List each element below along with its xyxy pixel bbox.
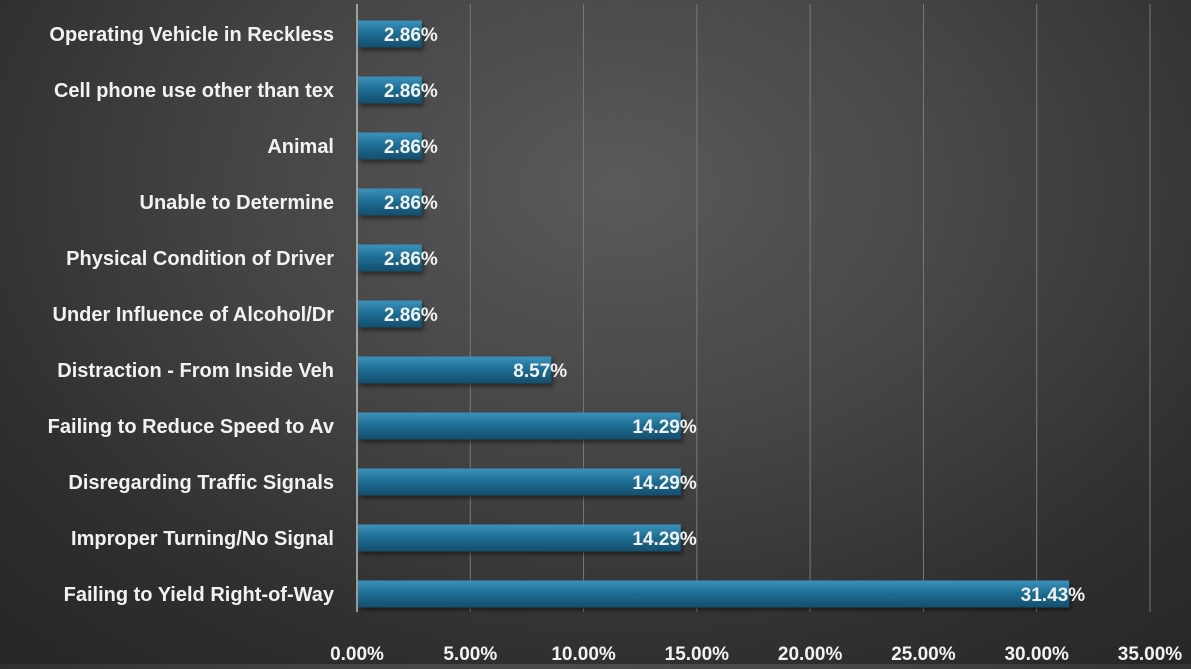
category-label: Failing to Yield Right-of-Way: [64, 584, 335, 606]
x-tick-label: 10.00%: [551, 644, 616, 664]
bar: [358, 468, 681, 496]
data-label: 2.86%: [384, 25, 438, 46]
bar: [358, 580, 1070, 608]
data-label: 2.86%: [384, 249, 438, 270]
bar: [358, 20, 422, 48]
bar: [358, 188, 422, 216]
bar: [358, 300, 422, 328]
bar: [358, 412, 681, 440]
x-tick-label: 20.00%: [778, 644, 843, 664]
bars: [358, 20, 1070, 608]
category-label: Animal: [267, 136, 334, 158]
x-tick-label: 15.00%: [665, 644, 730, 664]
data-label: 8.57%: [513, 361, 567, 382]
data-label: 2.86%: [384, 137, 438, 158]
data-label: 14.29%: [632, 417, 697, 438]
category-label: Under Influence of Alcohol/Dr: [53, 304, 335, 326]
category-label: Disregarding Traffic Signals: [68, 472, 334, 494]
category-label: Physical Condition of Driver: [66, 248, 334, 270]
bar: [358, 132, 422, 160]
bar: [358, 524, 681, 552]
category-label: Unable to Determine: [140, 192, 334, 214]
gridlines: [469, 4, 1151, 612]
data-label: 14.29%: [632, 529, 697, 550]
data-label: 14.29%: [632, 473, 697, 494]
x-tick-label: 35.00%: [1118, 644, 1183, 664]
x-tick-label: 0.00%: [330, 644, 384, 664]
category-label: Failing to Reduce Speed to Av: [48, 416, 335, 438]
bar: [358, 76, 422, 104]
x-tick-label: 30.00%: [1004, 644, 1069, 664]
data-labels: 2.86% 2.86% 2.86% 2.86% 2.86% 2.86% 8.57% 14.29…: [384, 25, 1085, 606]
x-tick-label: 5.00%: [443, 644, 497, 664]
category-label: Distraction - From Inside Veh: [57, 360, 334, 382]
category-label: Cell phone use other than tex: [54, 80, 334, 102]
data-label: 31.43%: [1021, 585, 1086, 606]
category-label: Operating Vehicle in Reckless: [49, 24, 334, 46]
data-label: 2.86%: [384, 81, 438, 102]
bar: [358, 356, 552, 384]
bar: [358, 244, 422, 272]
data-label: 2.86%: [384, 193, 438, 214]
category-axis: Operating Vehicle in Reckless Cell phone …: [48, 24, 335, 606]
data-label: 2.86%: [384, 305, 438, 326]
value-axis: 0.00% 5.00% 10.00% 15.00% 20.00% 25.00% 30.00%…: [330, 4, 1183, 665]
x-tick-label: 25.00%: [891, 644, 956, 664]
category-label: Improper Turning/No Signal: [71, 528, 334, 550]
